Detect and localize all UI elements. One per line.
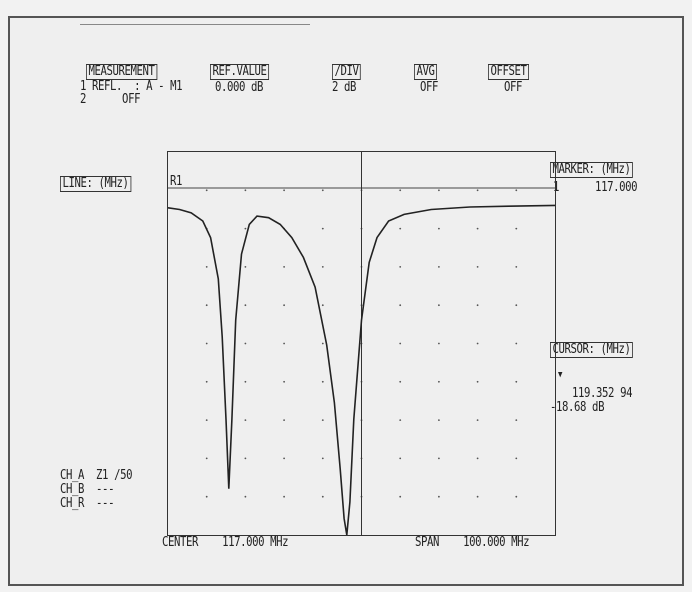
grid-dot xyxy=(244,304,247,307)
measurement-button[interactable]: MEASUREMENT xyxy=(86,64,158,80)
center-frequency: CENTER 117.000 MHz xyxy=(162,535,289,550)
grid-dot xyxy=(244,227,247,230)
channel-a: CH_A Z1 /50 xyxy=(60,468,133,483)
grid-dot xyxy=(399,495,402,498)
grid-dot xyxy=(438,419,440,421)
grid-dot xyxy=(476,304,479,307)
grid-dot xyxy=(438,380,440,383)
grid-dot xyxy=(205,457,208,460)
ref-value-button[interactable]: REF.VALUE xyxy=(210,64,270,80)
grid-dot xyxy=(476,419,479,421)
grid-dot xyxy=(205,380,208,383)
grid-dot xyxy=(283,266,285,268)
grid-dot xyxy=(515,380,518,383)
marker-button[interactable]: MARKER: (MHz) xyxy=(550,162,634,178)
grid-dot xyxy=(321,266,324,268)
cursor-level: -18.68 dB xyxy=(550,400,605,415)
grid-dot xyxy=(399,304,402,307)
grid-dot xyxy=(321,457,324,460)
grid-dot xyxy=(515,495,518,498)
grid-dot xyxy=(244,495,247,498)
per-div-text: 2 dB xyxy=(332,80,357,95)
grid-dot xyxy=(476,266,479,268)
grid-dot xyxy=(244,266,247,268)
grid-dot xyxy=(283,342,285,345)
channel-r: CH_R --- xyxy=(60,496,115,511)
grid-dot xyxy=(205,419,208,421)
grid-dot xyxy=(283,189,285,192)
ref-value-text: 0.000 dB xyxy=(215,80,264,95)
offset-button[interactable]: OFFSET xyxy=(488,64,529,80)
grid-dot xyxy=(399,380,402,383)
grid-dot xyxy=(283,457,285,460)
cursor-triangle-icon: ▼ xyxy=(558,370,563,380)
measurement-line2: 2 OFF xyxy=(80,92,141,107)
grid-dot xyxy=(321,189,324,192)
grid-dot xyxy=(515,419,518,421)
grid-dot xyxy=(205,304,208,307)
grid-dot xyxy=(321,227,324,230)
grid-dot xyxy=(321,304,324,307)
grid-dot xyxy=(438,266,440,268)
top-border-line xyxy=(80,24,310,25)
grid-dot xyxy=(321,495,324,498)
grid-dot xyxy=(205,266,208,268)
span-frequency: SPAN 100.000 MHz xyxy=(415,535,530,550)
grid-dot xyxy=(515,266,518,268)
grid-dot xyxy=(244,189,247,192)
grid-dot xyxy=(476,227,479,230)
grid-dot xyxy=(515,457,518,460)
grid-dot xyxy=(476,457,479,460)
grid-dot xyxy=(205,342,208,345)
trace-label: R1 xyxy=(170,174,183,189)
offset-text: OFF xyxy=(504,80,523,95)
grid-dot xyxy=(515,189,518,192)
grid-dot xyxy=(515,304,518,307)
per-div-button[interactable]: /DIV xyxy=(332,64,361,80)
grid-dot xyxy=(438,304,440,307)
cursor-frequency: 119.352 94 xyxy=(572,386,633,401)
grid-dot xyxy=(399,419,402,421)
grid-dot xyxy=(438,227,440,230)
cursor-button[interactable]: CURSOR: (MHz) xyxy=(550,342,634,358)
grid-dot xyxy=(438,457,440,460)
grid-dot xyxy=(283,495,285,498)
avg-button[interactable]: AVG xyxy=(414,64,437,80)
grid-dot xyxy=(283,419,285,421)
grid-dot xyxy=(244,380,247,383)
grid-dot xyxy=(476,189,479,192)
grid-dot xyxy=(321,380,324,383)
grid-dot xyxy=(438,342,440,345)
grid-dot xyxy=(244,342,247,345)
measurement-line1: 1 REFL. : A - M1 xyxy=(80,79,183,94)
channel-b: CH_B --- xyxy=(60,482,115,497)
grid-dot xyxy=(244,419,247,421)
analyzer-screen: MEASUREMENT 1 REFL. : A - M1 2 OFF REF.V… xyxy=(8,16,684,586)
grid-dot xyxy=(438,189,440,192)
grid-dot xyxy=(476,380,479,383)
grid-dot xyxy=(399,342,402,345)
grid-dot xyxy=(205,189,208,192)
grid-dot xyxy=(399,227,402,230)
grid-dot xyxy=(283,304,285,307)
plot-area[interactable]: R1 xyxy=(167,151,556,536)
grid-dot xyxy=(438,495,440,498)
grid-dot xyxy=(515,342,518,345)
grid-dot xyxy=(515,227,518,230)
line-button[interactable]: LINE: (MHz) xyxy=(60,176,132,192)
grid-dot xyxy=(283,380,285,383)
grid-dot xyxy=(399,189,402,192)
grid-dot xyxy=(321,419,324,421)
grid-dot xyxy=(476,495,479,498)
grid-dot xyxy=(321,342,324,345)
grid-dot xyxy=(399,457,402,460)
grid-dot xyxy=(399,266,402,268)
trace-series-0 xyxy=(168,204,555,535)
avg-text: OFF xyxy=(420,80,439,95)
grid-dot xyxy=(244,457,247,460)
marker-value: 1 117.000 xyxy=(553,180,638,195)
grid-dot xyxy=(476,342,479,345)
trace-plot xyxy=(168,152,555,535)
grid-dot xyxy=(205,495,208,498)
